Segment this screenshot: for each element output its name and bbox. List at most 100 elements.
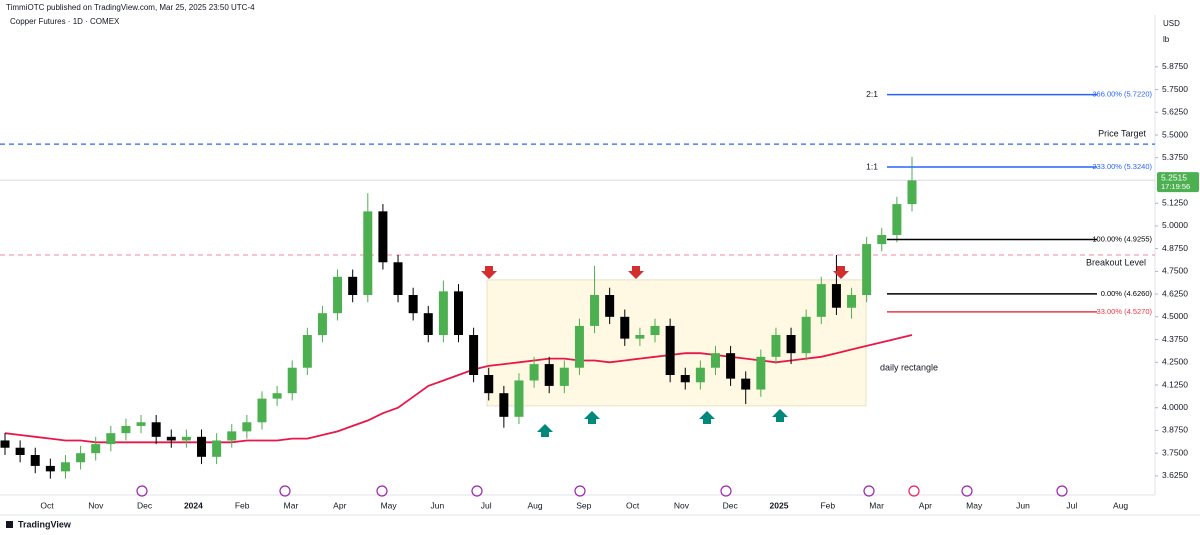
unit: lb (1163, 35, 1170, 44)
y-tick-label: 4.5000 (1162, 311, 1188, 321)
candle-body (242, 422, 252, 432)
candle-body (393, 262, 403, 295)
candle-body (151, 422, 161, 437)
fib-label: 233.00% (5.3240) (1092, 162, 1152, 171)
down-arrow (481, 266, 497, 279)
y-tick-label: 5.0000 (1162, 220, 1188, 230)
candle-body (695, 367, 705, 383)
y-tick-label: 5.3750 (1162, 152, 1188, 162)
candle-body (181, 436, 191, 441)
candle-body (726, 353, 736, 379)
x-tick-label: Oct (626, 500, 640, 510)
x-tick-label: Jul (481, 500, 492, 510)
candle-body (0, 440, 10, 448)
candle-body (710, 353, 720, 368)
footer-logo: TradingView (6, 519, 72, 529)
candle-body (907, 180, 917, 205)
fib-label: 366.00% (5.7220) (1092, 90, 1152, 99)
symbol: Copper Futures · 1D · COMEX (10, 17, 120, 26)
candle-body (620, 316, 630, 339)
x-tick-label: Nov (674, 500, 690, 510)
down-arrow (628, 266, 644, 279)
y-tick-label: 5.8750 (1162, 61, 1188, 71)
candle-body (590, 295, 600, 326)
candle-body (786, 335, 796, 354)
candle-body (559, 367, 569, 386)
y-tick-label: 5.6250 (1162, 107, 1188, 117)
fib-label: 0.00% (4.6260) (1101, 289, 1153, 298)
y-tick-label: 5.1250 (1162, 197, 1188, 207)
candle-body (801, 316, 811, 354)
candle-body (302, 335, 312, 368)
candle-body (847, 295, 857, 308)
candle-body (227, 431, 237, 441)
candle-body (771, 335, 781, 357)
candle-body (423, 313, 433, 335)
x-tick-label: May (381, 500, 398, 510)
last-price: 5.2515 (1161, 172, 1187, 182)
x-tick-label: Feb (820, 500, 835, 510)
candle-body (574, 325, 584, 368)
candle-body (348, 276, 358, 295)
x-tick-label: Aug (1113, 500, 1128, 510)
candle-body (484, 375, 494, 394)
x-tick-label: Jun (431, 500, 445, 510)
x-tick-label: Apr (333, 500, 346, 510)
candle-body (91, 444, 101, 454)
down-arrow (833, 266, 849, 279)
candle-body (741, 378, 751, 390)
candle-body (650, 325, 660, 335)
y-tick-label: 4.0000 (1162, 402, 1188, 412)
rectangle-label: daily rectangle (880, 362, 938, 372)
level-label: Breakout Level (1086, 257, 1146, 267)
candle-body (15, 447, 25, 455)
fib-ratio: 1:1 (866, 161, 878, 171)
level-label: Price Target (1098, 128, 1146, 138)
up-arrow (699, 411, 715, 424)
candle-body (408, 295, 418, 314)
y-tick-label: 4.8750 (1162, 243, 1188, 253)
candle-body (529, 364, 539, 381)
y-tick-label: 3.6250 (1162, 470, 1188, 480)
candle-body (287, 367, 297, 394)
up-arrow (772, 409, 788, 422)
currency: USD (1163, 19, 1180, 28)
candle-body (680, 375, 690, 383)
candle-body (136, 422, 146, 426)
candle-body (76, 453, 86, 463)
y-tick-label: 5.7500 (1162, 84, 1188, 94)
candle-body (272, 393, 282, 399)
candle-body (544, 364, 554, 386)
candle-body (363, 211, 373, 295)
x-tick-label: Dec (723, 500, 739, 510)
y-tick-label: 4.1250 (1162, 379, 1188, 389)
candle-body (877, 235, 887, 245)
candle-body (438, 291, 448, 335)
x-tick-label: Apr (919, 500, 932, 510)
x-tick-label: Oct (40, 500, 54, 510)
brand: TradingView (18, 519, 72, 529)
candle-body (605, 295, 615, 317)
candle-body (831, 284, 841, 308)
x-tick-label: Dec (137, 500, 153, 510)
x-tick-label: Mar (284, 500, 299, 510)
candle-body (862, 244, 872, 295)
x-tick-label: Feb (235, 500, 250, 510)
candle-body (378, 211, 388, 263)
candle-body (212, 440, 222, 457)
candle-body (454, 291, 463, 335)
candle-body (30, 455, 40, 466)
candle-body (665, 325, 675, 375)
candle-body (257, 398, 267, 423)
candle-body (635, 335, 645, 339)
fib-ratio: 2:1 (866, 89, 878, 99)
arrows (481, 266, 849, 437)
candle-body (514, 380, 524, 417)
y-tick-label: 4.6250 (1162, 288, 1188, 298)
candle-body (166, 436, 176, 441)
countdown: 17:19:56 (1161, 182, 1190, 191)
candle-body (756, 356, 766, 390)
fib-label: 100.00% (4.9255) (1092, 234, 1152, 243)
